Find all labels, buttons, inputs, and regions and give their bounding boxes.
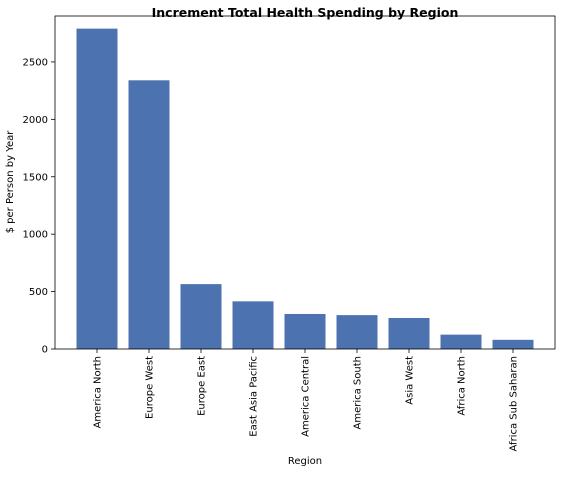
bars-layer [76,28,534,349]
y-tick-label: 1500 [23,172,48,183]
x-tick-label: East Asia Pacific [249,356,260,437]
x-tick-label: Africa North [457,356,468,416]
x-tick-label: Asia West [405,356,416,405]
y-tick-label: 500 [29,287,48,298]
x-axis-label: Region [288,456,322,467]
x-tick-label: America Central [301,356,312,437]
x-tick-label: America North [93,356,104,428]
chart-title: Increment Total Health Spending by Regio… [152,5,459,20]
bar-africa-north [440,334,482,349]
y-axis-label: $ per Person by Year [5,130,16,234]
y-tick-label: 0 [42,345,48,356]
y-tick-label: 2500 [23,57,48,68]
y-axis: 0 500 1000 1500 2000 2500 [23,57,55,356]
plot-frame [54,15,556,350]
x-tick-label: Africa Sub Saharan [509,356,520,451]
bar-east-asia-pacific [232,301,274,349]
bar-america-south [336,315,378,349]
x-axis: America North Europe West Europe East East … [93,349,520,451]
x-tick-label: Europe West [145,356,156,419]
x-tick-label: America South [353,356,364,430]
y-tick-label: 2000 [23,115,48,126]
y-tick-label: 1000 [23,230,48,241]
bar-america-north [76,28,118,349]
bar-europe-west [128,80,170,349]
bar-asia-west [388,317,430,349]
bar-africa-sub-saharan [492,339,534,349]
bar-america-central [284,313,326,349]
x-tick-label: Europe East [197,356,208,416]
bar-europe-east [180,284,222,349]
